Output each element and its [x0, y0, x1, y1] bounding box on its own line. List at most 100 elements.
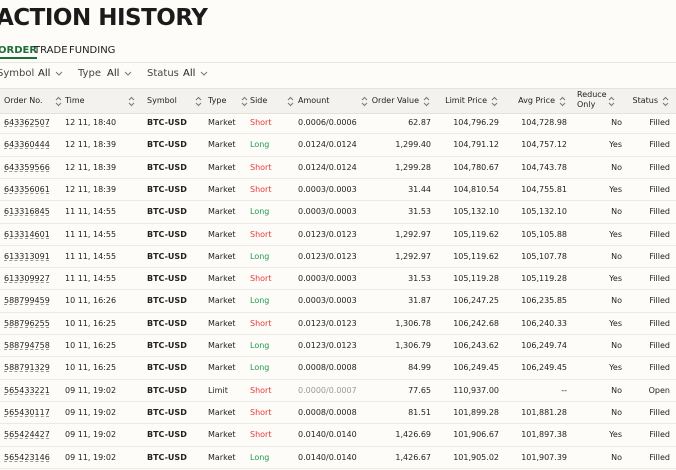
order-id[interactable]: 565423146 [4, 452, 50, 462]
filter-value[interactable]: All [183, 68, 196, 79]
column-header[interactable]: Amount [298, 96, 330, 105]
status: Filled [649, 118, 670, 127]
side: Short [250, 184, 272, 194]
sort-icon [361, 96, 368, 107]
amount: 0.0003/0.0003 [298, 207, 357, 217]
order-id[interactable]: 643356061 [4, 184, 50, 194]
reduce-only: No [611, 162, 622, 172]
order-id[interactable]: 613316845 [4, 207, 50, 217]
side: Long [250, 296, 270, 306]
limit-price: 101,906.67 [453, 430, 499, 440]
limit-price: 106,249.45 [453, 363, 499, 373]
limit-price: 106,247.25 [453, 296, 499, 306]
order-time: 12 11, 18:39 [65, 140, 117, 150]
table-header [0, 88, 676, 114]
avg-price: 106,235.85 [521, 296, 567, 306]
order-time: 10 11, 16:25 [65, 363, 117, 373]
status: Filled [649, 430, 670, 440]
order-value: 1,299.28 [395, 162, 431, 172]
avg-price: 106,249.45 [521, 363, 567, 373]
dropdown-chevron [200, 71, 208, 76]
filter-value[interactable]: All [107, 68, 120, 79]
sort-icon [128, 96, 135, 107]
avg-price: 105,132.10 [521, 207, 567, 217]
order-type: Market [208, 229, 236, 239]
side: Long [250, 140, 270, 150]
symbol: BTC-USD [147, 162, 187, 172]
amount: 0.0140/0.0140 [298, 452, 357, 462]
order-id[interactable]: 643360444 [4, 140, 50, 150]
order-id[interactable]: 613314601 [4, 229, 50, 239]
status: Filled [649, 229, 670, 239]
column-header[interactable]: Avg Price [518, 96, 555, 105]
column-header[interactable]: Order Value [371, 96, 419, 105]
tab[interactable]: ORDER [0, 45, 38, 59]
column-header[interactable]: Time [65, 96, 85, 105]
order-time: 12 11, 18:40 [65, 118, 117, 127]
side: Short [250, 118, 272, 127]
order-id[interactable]: 613313091 [4, 251, 50, 261]
reduce-only: No [611, 296, 622, 306]
order-id[interactable]: 565430117 [4, 407, 50, 417]
order-id[interactable]: 588796255 [4, 318, 50, 328]
order-id[interactable]: 643362507 [4, 118, 50, 127]
row-divider [0, 177, 676, 179]
status: Filled [649, 274, 670, 284]
amount: 0.0123/0.0123 [298, 318, 357, 328]
order-value: 31.87 [408, 296, 431, 306]
order-id[interactable]: 565424427 [4, 430, 50, 440]
order-type: Market [208, 274, 236, 284]
order-id[interactable]: 643359566 [4, 162, 50, 172]
side: Long [250, 251, 270, 261]
avg-price: 101,897.38 [521, 430, 567, 440]
column-header[interactable]: Status [632, 96, 659, 105]
symbol: BTC-USD [147, 363, 187, 373]
order-type: Market [208, 452, 236, 462]
side: Long [250, 207, 270, 217]
column-header[interactable]: Side [250, 96, 268, 105]
side: Long [250, 363, 270, 373]
order-id[interactable]: 565433221 [4, 385, 50, 395]
symbol: BTC-USD [147, 274, 187, 284]
order-id[interactable]: 613309927 [4, 274, 50, 284]
column-header[interactable]: Reduce Only [577, 90, 607, 109]
tab[interactable]: FUNDING [69, 45, 116, 56]
status: Filled [649, 207, 670, 217]
tab[interactable]: TRADE [34, 45, 68, 56]
order-type: Market [208, 341, 236, 350]
reduce-only: Yes [609, 274, 622, 284]
reduce-only: No [611, 341, 622, 350]
column-header[interactable]: Type [208, 96, 227, 105]
order-id[interactable]: 588791329 [4, 363, 50, 373]
column-header[interactable]: Limit Price [445, 96, 487, 105]
amount: 0.0003/0.0003 [298, 296, 357, 306]
order-time: 09 11, 19:02 [65, 452, 117, 462]
row-divider [0, 400, 676, 402]
order-value: 1,292.97 [395, 251, 431, 261]
symbol: BTC-USD [147, 140, 187, 150]
order-id[interactable]: 588794758 [4, 341, 50, 350]
avg-price: 104,757.12 [521, 140, 567, 150]
amount: 0.0008/0.0008 [298, 363, 357, 373]
order-time: 11 11, 14:55 [65, 229, 117, 239]
status: Filled [649, 162, 670, 172]
order-value: 1,306.79 [395, 341, 431, 350]
amount: 0.0003/0.0003 [298, 184, 357, 194]
order-value: 31.53 [408, 207, 431, 217]
filter-value[interactable]: All [38, 68, 51, 79]
column-header[interactable]: Symbol [147, 96, 177, 105]
reduce-only: No [611, 452, 622, 462]
amount: 0.0006/0.0006 [298, 118, 357, 127]
reduce-only: No [611, 385, 622, 395]
order-time: 09 11, 19:02 [65, 430, 117, 440]
side: Short [250, 407, 272, 417]
symbol: BTC-USD [147, 318, 187, 328]
order-id[interactable]: 588799459 [4, 296, 50, 306]
sort-icon [241, 96, 248, 107]
order-value: 31.44 [408, 184, 431, 194]
order-time: 09 11, 19:02 [65, 385, 117, 395]
avg-price: 105,105.88 [521, 229, 567, 239]
column-header[interactable]: Order No. [4, 96, 43, 105]
status: Filled [649, 452, 670, 462]
symbol: BTC-USD [147, 430, 187, 440]
